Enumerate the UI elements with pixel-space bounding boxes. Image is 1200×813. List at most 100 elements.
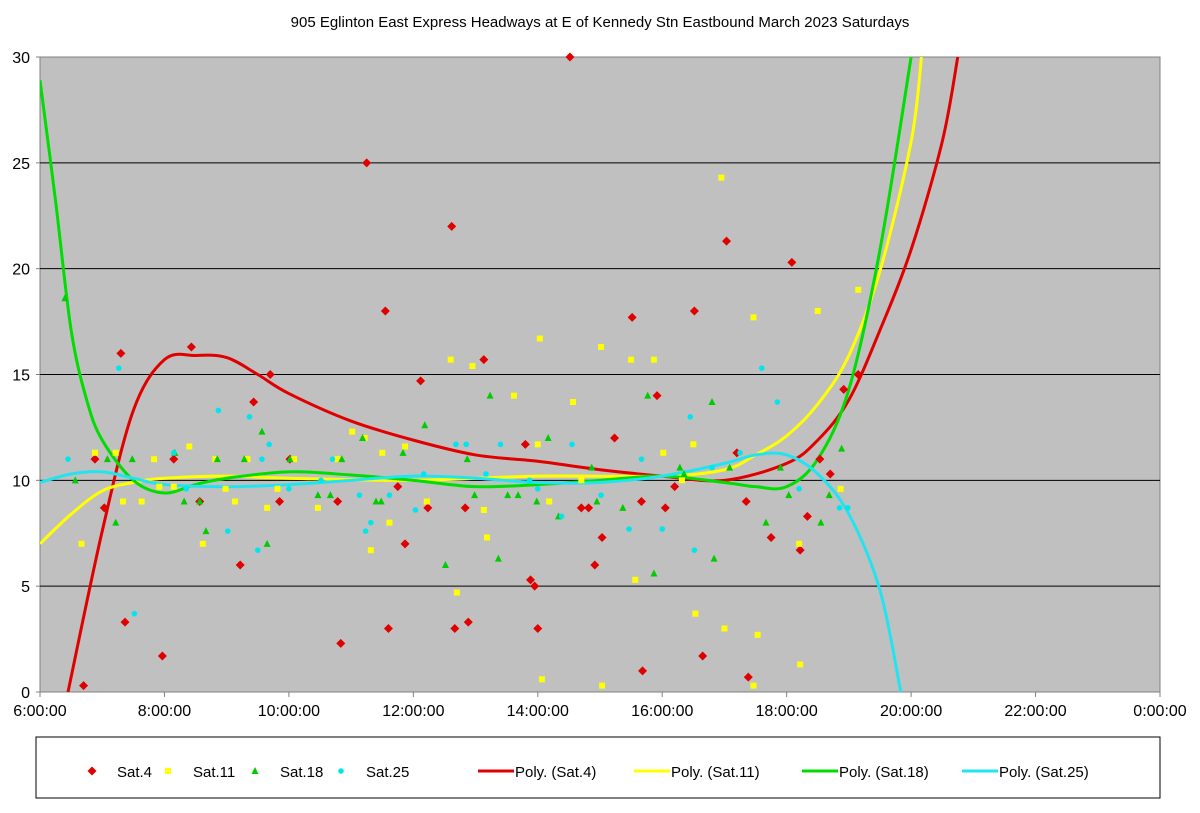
data-point-sat18 <box>399 448 407 456</box>
data-point-sat11 <box>138 498 145 505</box>
data-point-sat18 <box>776 463 784 471</box>
data-point-sat11 <box>151 456 158 463</box>
data-point-sat4 <box>825 469 835 479</box>
chart-title: 905 Eglinton East Express Headways at E … <box>291 14 910 31</box>
data-point-sat4 <box>565 52 575 62</box>
data-point-sat11 <box>222 485 229 492</box>
data-point-sat18 <box>326 491 334 499</box>
data-point-sat4 <box>839 384 849 394</box>
data-point-sat11 <box>469 363 476 370</box>
y-tick-label: 10 <box>12 473 30 490</box>
data-point-sat4 <box>787 257 797 267</box>
data-point-sat11 <box>650 356 657 363</box>
data-point-sat11 <box>112 449 119 456</box>
data-point-sat25 <box>463 441 470 448</box>
data-point-sat4 <box>450 624 460 633</box>
data-point-sat11 <box>402 443 409 450</box>
data-point-sat25 <box>254 547 261 553</box>
data-point-sat11 <box>538 676 545 683</box>
y-tick-label: 0 <box>21 685 30 702</box>
data-point-sat25 <box>598 492 604 498</box>
data-point-sat25 <box>483 471 489 477</box>
data-point-sat18 <box>588 463 596 471</box>
data-point-sat25 <box>170 450 177 456</box>
data-point-sat18 <box>258 427 266 435</box>
data-point-sat4 <box>526 575 536 585</box>
data-point-sat4 <box>186 342 196 352</box>
data-point-sat11 <box>361 435 368 441</box>
data-point-sat4 <box>627 312 637 322</box>
data-point-sat11 <box>91 449 98 456</box>
data-point-sat4 <box>743 672 753 682</box>
data-point-sat25 <box>453 441 459 448</box>
data-point-sat18 <box>359 434 367 441</box>
data-point-sat11 <box>186 443 193 450</box>
data-point-sat18 <box>544 434 552 441</box>
data-point-sat11 <box>291 456 298 463</box>
data-point-sat25 <box>796 486 802 492</box>
data-point-sat18 <box>514 491 522 499</box>
data-point-sat11 <box>837 485 844 492</box>
data-point-sat18 <box>71 476 79 484</box>
data-point-sat11 <box>718 174 725 181</box>
data-point-sat4 <box>157 651 167 661</box>
data-point-sat11 <box>721 625 728 632</box>
data-point-sat4 <box>597 532 607 542</box>
data-point-sat25 <box>497 441 504 448</box>
trendline-poly-sat-25- <box>40 451 903 692</box>
data-point-sat18 <box>762 518 770 526</box>
legend-marker-sat11 <box>165 768 171 774</box>
legend-label: Poly. (Sat.25) <box>999 764 1089 781</box>
data-point-sat18 <box>314 491 322 499</box>
data-point-sat25 <box>758 365 765 371</box>
data-point-sat18 <box>619 503 627 511</box>
data-point-sat18 <box>240 455 248 463</box>
data-point-sat4 <box>853 370 863 379</box>
data-point-sat11 <box>632 576 639 583</box>
data-point-sat11 <box>379 449 386 456</box>
data-point-sat4 <box>460 503 470 513</box>
data-point-sat11 <box>386 519 393 526</box>
data-point-sat4 <box>265 370 275 379</box>
data-point-sat11 <box>480 506 487 513</box>
data-point-sat11 <box>570 399 577 406</box>
data-point-sat4 <box>638 666 648 676</box>
data-point-sat25 <box>659 526 666 532</box>
data-point-sat4 <box>463 617 473 627</box>
data-point-sat18 <box>593 497 601 505</box>
data-point-sat4 <box>698 651 708 661</box>
data-point-sat25 <box>329 456 336 462</box>
y-tick-label: 30 <box>12 50 30 67</box>
data-point-sat18 <box>494 554 502 562</box>
data-point-sat11 <box>367 547 374 554</box>
data-point-sat11 <box>692 610 699 617</box>
data-point-sat4 <box>689 306 699 316</box>
data-point-sat18 <box>103 455 111 463</box>
data-point-sat18 <box>377 497 385 505</box>
data-point-sat4 <box>660 503 670 513</box>
data-point-sat11 <box>797 661 804 668</box>
x-tick-label: 0:00:00 <box>1133 703 1186 720</box>
data-point-sat25 <box>845 505 851 511</box>
data-point-sat18 <box>817 518 825 526</box>
data-point-sat4 <box>116 348 126 358</box>
data-point-sat11 <box>754 631 761 638</box>
legend-marker-sat4 <box>87 766 97 776</box>
data-point-sat25 <box>368 519 374 526</box>
data-point-sat25 <box>318 477 324 484</box>
x-tick-label: 20:00:00 <box>880 703 942 720</box>
data-point-sat4 <box>90 454 100 464</box>
data-point-sat11 <box>660 449 667 456</box>
data-point-sat4 <box>99 503 109 513</box>
data-point-sat4 <box>533 624 543 633</box>
data-point-sat25 <box>774 399 781 405</box>
data-point-sat25 <box>709 464 715 471</box>
data-point-sat11 <box>796 540 803 547</box>
data-point-sat4 <box>400 539 410 549</box>
data-point-sat4 <box>336 638 346 648</box>
data-point-sat18 <box>680 469 688 477</box>
data-point-sat4 <box>362 158 372 168</box>
data-point-sat25 <box>65 456 71 462</box>
data-point-sat18 <box>838 444 846 452</box>
data-point-sat25 <box>183 486 190 492</box>
